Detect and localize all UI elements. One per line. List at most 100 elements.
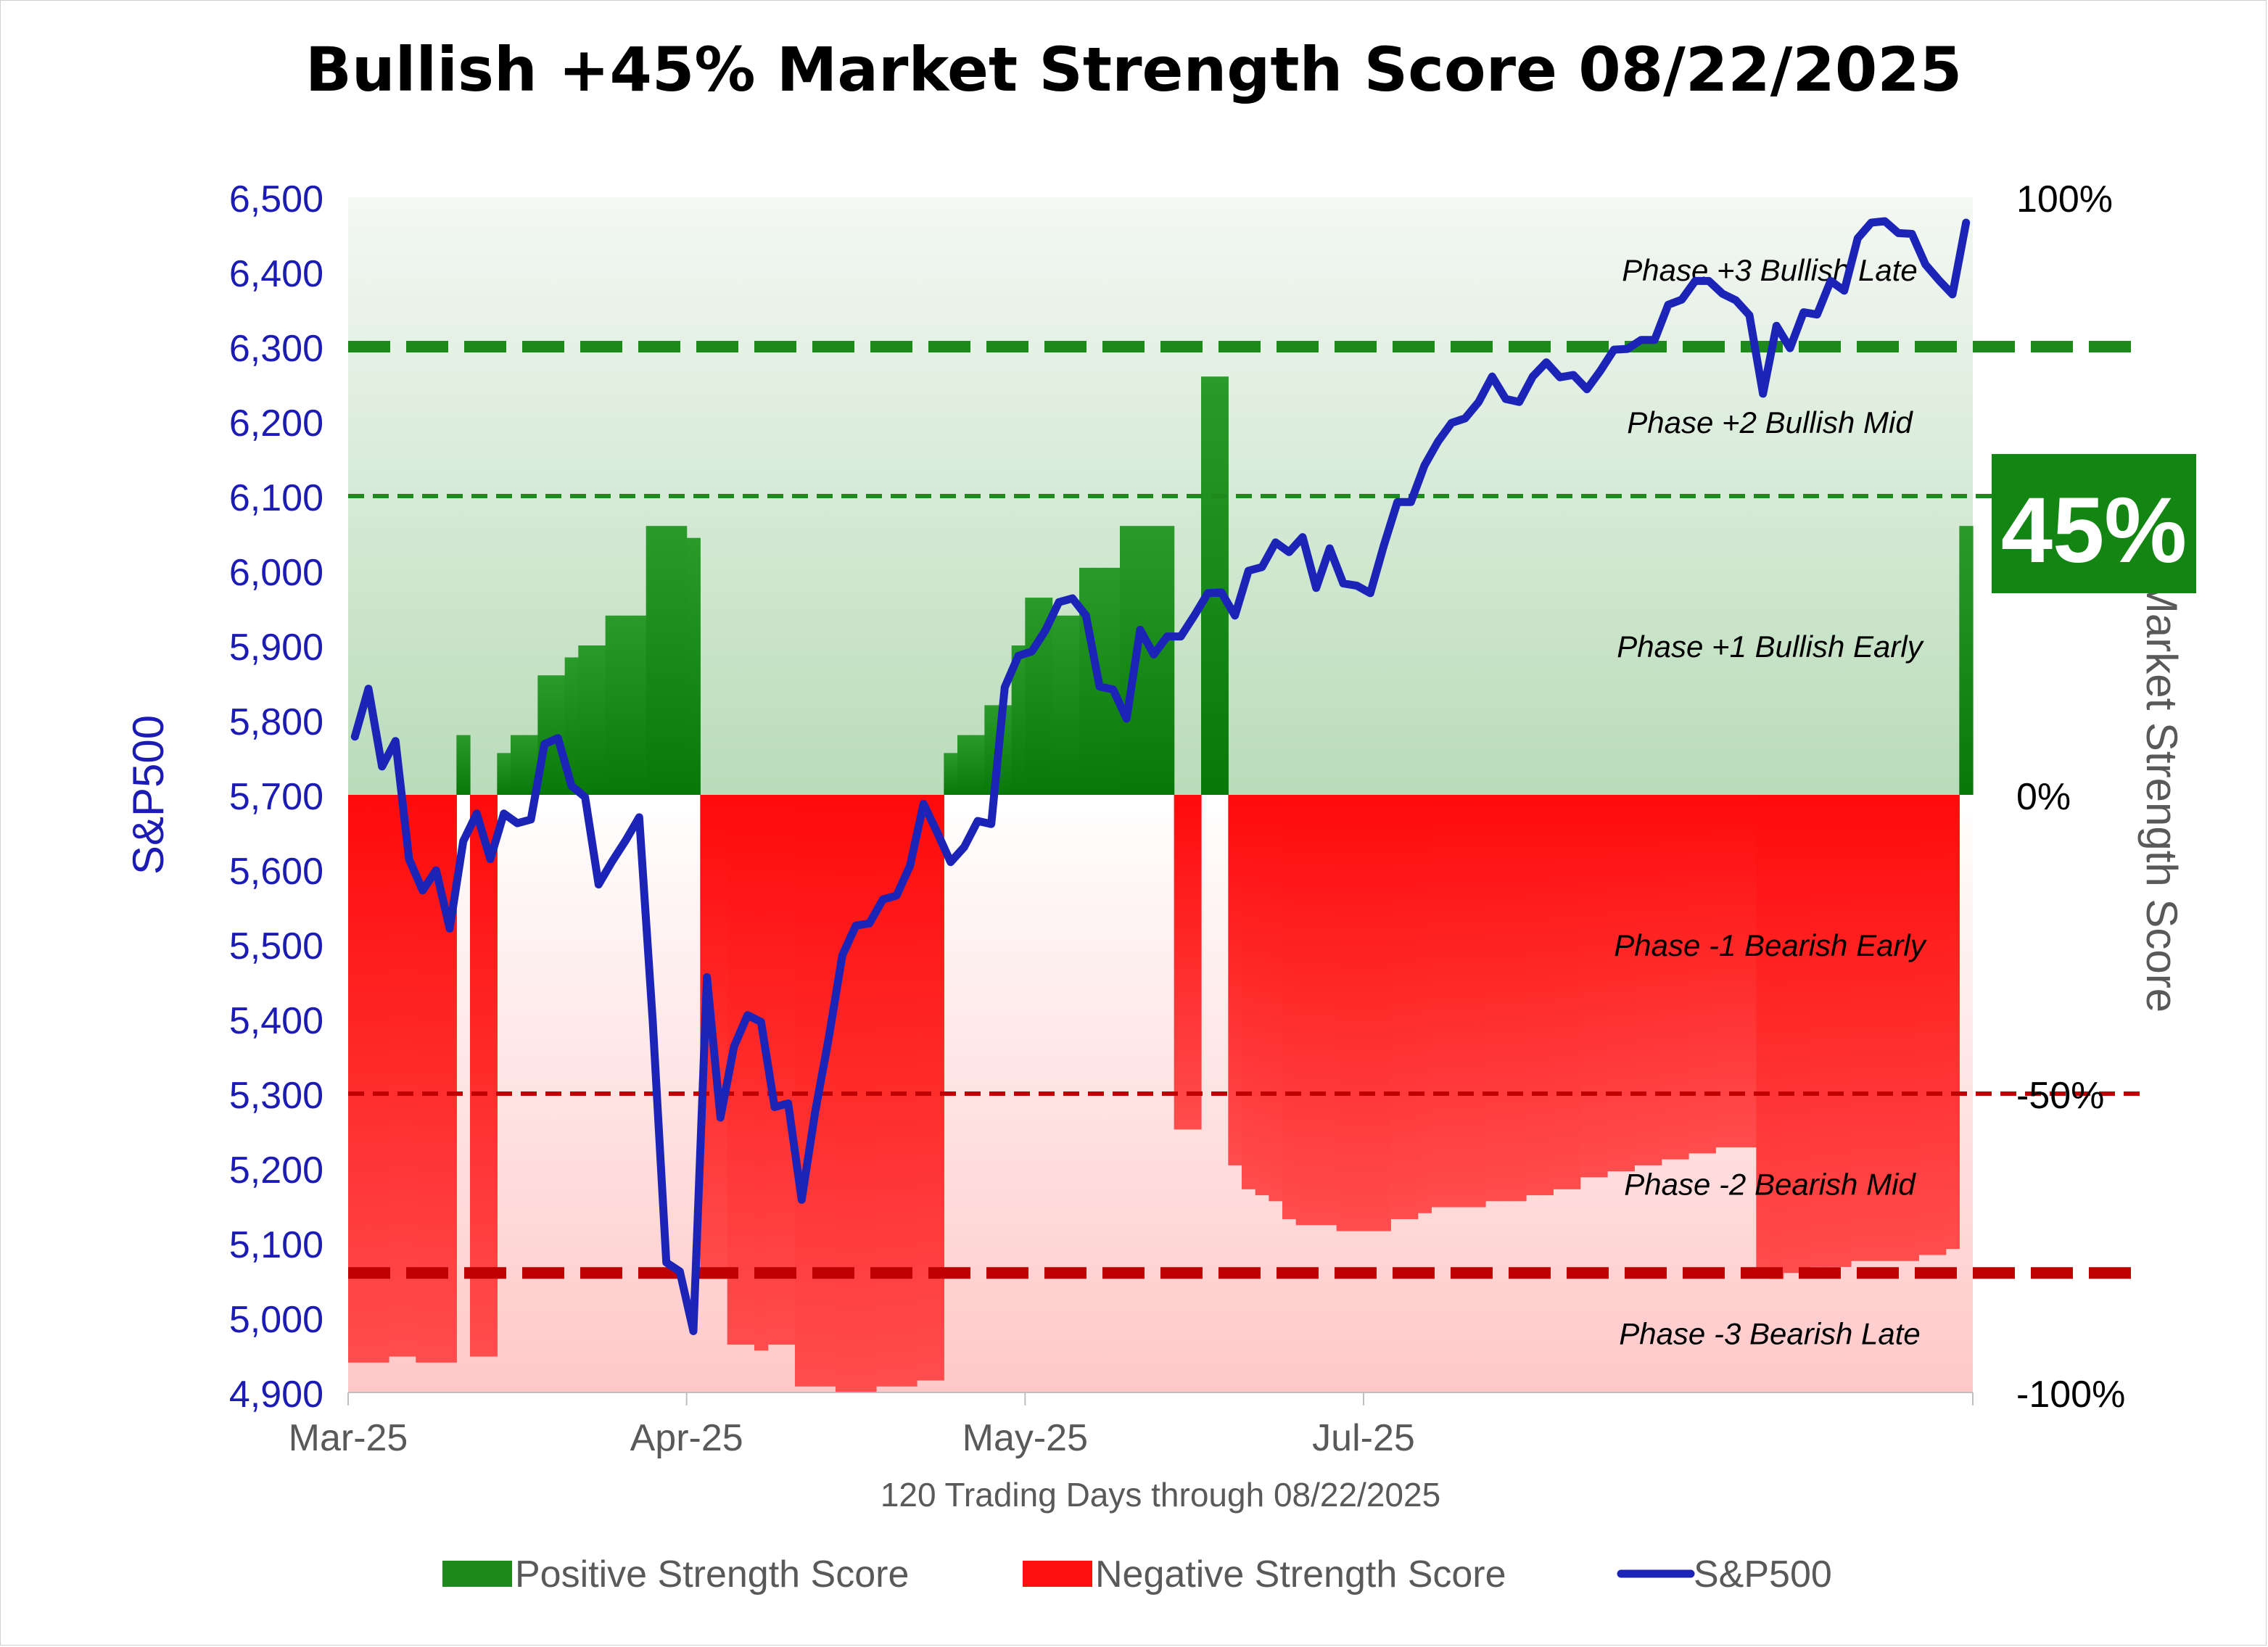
positive-strength-bar <box>1959 526 1974 795</box>
negative-strength-bar <box>1905 795 1919 1261</box>
negative-strength-bar <box>767 795 782 1345</box>
negative-strength-bar <box>1620 795 1635 1172</box>
sp500-line <box>350 217 1971 1335</box>
chart-title: Bullish +45% Market Strength Score 08/22… <box>305 34 1962 105</box>
negative-strength-bar <box>930 795 944 1381</box>
y-right-tick-label: -50% <box>2016 1075 2104 1117</box>
legend-label: S&P500 <box>1694 1553 1832 1596</box>
positive-strength-bar <box>673 526 688 795</box>
negative-strength-bar <box>903 795 917 1387</box>
phase-labels: Phase +3 Bullish Late Phase +2 Bullish Mi… <box>1614 253 1928 1351</box>
phase-label: Phase -2 Bearish Mid <box>1624 1168 1916 1202</box>
negative-strength-bar <box>1607 795 1622 1172</box>
negative-strength-bar <box>1404 795 1419 1220</box>
negative-strength-bar <box>1702 795 1716 1154</box>
negative-strength-bar <box>795 795 809 1387</box>
negative-strength-bar <box>727 795 741 1345</box>
positive-strength-bar <box>659 526 674 795</box>
y-left-tick-label: 5,500 <box>229 925 323 967</box>
y-axis-right-title: Market Strength Score <box>2137 577 2186 1012</box>
y-left-tick-label: 5,100 <box>229 1224 323 1266</box>
score-badge: 45% <box>1992 454 2196 593</box>
negative-strength-bar <box>1878 795 1892 1261</box>
y-left-tick-label: 5,300 <box>229 1075 323 1117</box>
negative-strength-bar <box>1390 795 1405 1220</box>
y-right-tick-label: -100% <box>2016 1374 2125 1416</box>
negative-strength-bar <box>1431 795 1446 1208</box>
positive-strength-bar <box>578 645 593 795</box>
negative-strength-bar <box>1932 795 1947 1255</box>
y-left-tick-label: 6,400 <box>229 253 323 295</box>
y-left-tick-label: 6,200 <box>229 403 323 445</box>
legend-label: Negative Strength Score <box>1095 1553 1506 1596</box>
x-axis-title: 120 Trading Days through 08/22/2025 <box>881 1476 1440 1514</box>
positive-strength-bar <box>1052 615 1066 795</box>
positive-strength-bar <box>1160 526 1175 795</box>
negative-strength-bar <box>429 795 444 1363</box>
negative-strength-bar <box>1837 795 1852 1267</box>
negative-strength-bar <box>1417 795 1432 1213</box>
score-badge-value: 45% <box>2001 479 2187 582</box>
positive-strength-bar <box>1201 376 1216 795</box>
negative-strength-bar <box>1770 795 1784 1279</box>
negative-strength-bar <box>1715 795 1730 1148</box>
negative-strength-bar <box>361 795 376 1363</box>
negative-strength-bar <box>483 795 498 1357</box>
y-axis-right: 100%50%0%-50%-100% <box>2016 178 2125 1416</box>
legend-swatch <box>1023 1561 1092 1587</box>
negative-strength-bar <box>1756 795 1770 1274</box>
positive-strength-bar <box>1106 567 1121 795</box>
negative-strength-bar <box>375 795 389 1363</box>
negative-strength-bar <box>1864 795 1879 1261</box>
negative-strength-bar <box>1295 795 1310 1226</box>
sp500-line-layer <box>350 217 1971 1335</box>
negative-strength-bar <box>1918 795 1933 1255</box>
phase-label: Phase +1 Bullish Early <box>1617 630 1924 664</box>
negative-strength-bar <box>889 795 904 1387</box>
negative-strength-bar <box>741 795 755 1345</box>
positive-strength-bar <box>497 753 511 795</box>
negative-strength-bar <box>1255 795 1269 1196</box>
positive-strength-bar <box>605 615 619 795</box>
y-axis-left-title: S&P500 <box>124 715 173 875</box>
positive-strength-bar <box>1039 598 1053 795</box>
positive-strength-bar <box>686 537 701 795</box>
y-axis-left: 6,500 6,400 6,300 6,200 6,100 6,000 5,900 5,800… <box>229 178 323 1416</box>
x-axis: Mar-25 Apr-25 May-25 Jul-25 <box>289 1392 1974 1459</box>
x-tick-label: May-25 <box>962 1417 1088 1459</box>
negative-strength-bar <box>1498 795 1513 1202</box>
negative-strength-bar <box>1945 795 1960 1250</box>
y-left-tick-label: 5,000 <box>229 1299 323 1341</box>
negative-strength-bar <box>1309 795 1324 1226</box>
legend: Positive Strength Score Negative Strength… <box>442 1553 1832 1596</box>
negative-strength-bar <box>348 795 363 1363</box>
x-tick-label: Apr-25 <box>630 1417 743 1459</box>
negative-strength-bar <box>470 795 484 1357</box>
positive-strength-bar <box>1133 526 1147 795</box>
negative-strength-bar <box>1228 795 1242 1165</box>
negative-strength-bar <box>389 795 403 1357</box>
y-left-tick-label: 5,700 <box>229 776 323 818</box>
phase-label: Phase +2 Bullish Mid <box>1627 405 1913 439</box>
positive-strength-bar <box>970 735 985 795</box>
negative-strength-bar <box>714 795 728 1279</box>
negative-strength-bar <box>781 795 796 1345</box>
negative-strength-bar <box>1675 795 1689 1160</box>
positive-strength-bar <box>1120 526 1134 795</box>
negative-strength-bar <box>1526 795 1541 1196</box>
positive-strength-bar <box>1065 615 1080 795</box>
negative-strength-bar <box>1580 795 1594 1178</box>
negative-strength-bar <box>1336 795 1351 1231</box>
negative-strength-bar <box>1485 795 1500 1202</box>
negative-strength-bar <box>402 795 416 1357</box>
y-left-tick-label: 6,500 <box>229 178 323 220</box>
y-left-tick-label: 5,800 <box>229 701 323 743</box>
score-badge-box <box>1992 454 2196 593</box>
y-right-tick-label: 100% <box>2016 178 2113 220</box>
positive-strength-bar <box>944 753 958 795</box>
y-left-tick-label: 6,000 <box>229 552 323 594</box>
y-left-tick-label: 4,900 <box>229 1374 323 1416</box>
x-tick-label: Mar-25 <box>289 1417 408 1459</box>
